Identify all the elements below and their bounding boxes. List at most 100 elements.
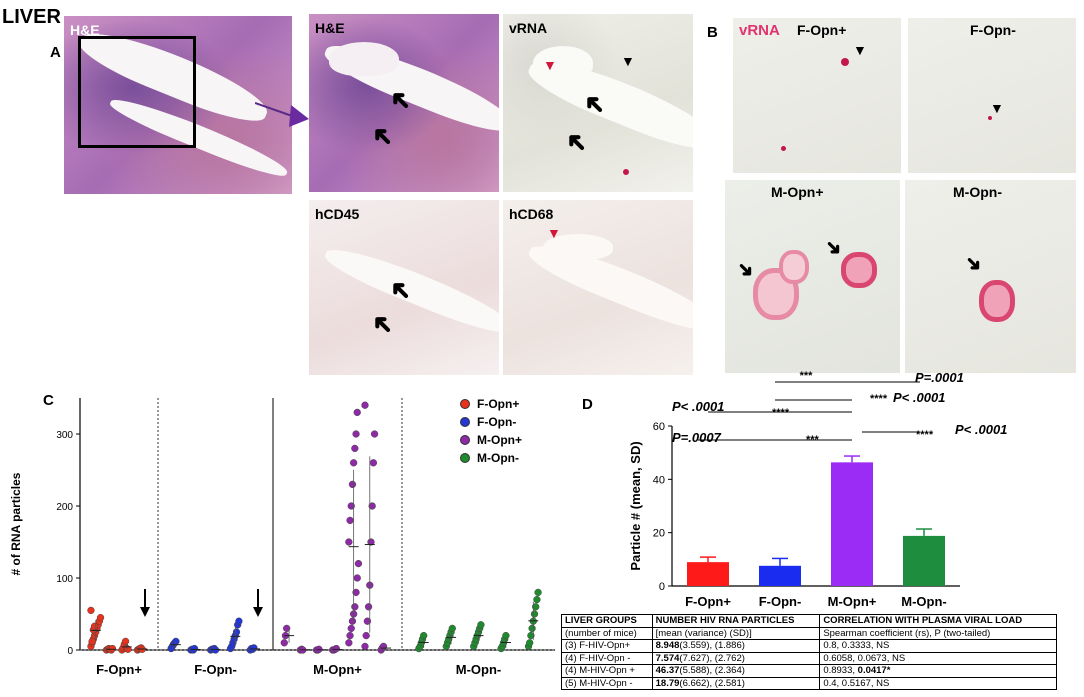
bar (687, 562, 729, 586)
data-point (353, 408, 361, 417)
data-point (346, 516, 354, 525)
x-tick-label: M-Opn- (901, 594, 946, 609)
table-row: (5) M-HIV-Opn - 18.79(6.662), (2.581) 0.… (561, 676, 1057, 690)
y-axis-label: # of RNA particles (9, 472, 23, 575)
data-point (345, 538, 353, 546)
legend-item: F-Opn- (460, 413, 522, 431)
signal-dot (623, 169, 629, 175)
arrow-marker: ➜ (819, 234, 848, 262)
legend-swatch (460, 453, 470, 463)
sig-stars: *** (800, 370, 814, 382)
p-value: P=.0001 (915, 370, 964, 385)
data-point (361, 401, 369, 409)
y-axis-label: Particle # (mean, SD) (628, 441, 643, 570)
stain-label: vRNA (739, 22, 780, 39)
arrowhead-marker: ▼ (990, 100, 1004, 116)
x-tick-label: F-Opn+ (685, 594, 731, 609)
arrow-marker: ➜ (363, 118, 401, 156)
data-point (370, 430, 379, 438)
data-point (448, 624, 456, 633)
data-point (363, 617, 372, 625)
data-point (87, 606, 95, 615)
table-header-row: LIVER GROUPS NUMBER HIV RNA PARTICLES CO… (561, 614, 1057, 628)
panel-letter-c: C (43, 392, 54, 409)
sig-stars: **** (870, 393, 888, 405)
table-cell: 46.37(5.588), (2.364) (651, 664, 821, 678)
tile-label: vRNA (509, 20, 548, 36)
table-cell: (4) F-HIV-Opn - (561, 651, 653, 665)
group-label: M-Opn+ (771, 184, 824, 200)
table-row: (4) M-HIV-Opn + 46.37(5.588), (2.364) 0.… (561, 664, 1057, 678)
data-point (349, 459, 358, 467)
table-subheader-row: (number of mice) [mean (variance) (SD)] … (561, 626, 1057, 640)
y-tick-label: 200 (56, 502, 73, 513)
arrowhead-marker: ▼ (543, 57, 557, 73)
table-cell: 7.574(7.627), (2.762) (651, 651, 821, 665)
data-point (90, 622, 99, 630)
data-point (369, 459, 378, 467)
table-subheader: [mean (variance) (SD)] (651, 626, 821, 640)
legend-label: M-Opn+ (477, 433, 522, 447)
bar (831, 462, 873, 586)
arrowhead-marker: ▼ (853, 42, 867, 58)
data-point (364, 603, 373, 611)
data-point (332, 644, 340, 653)
data-point (190, 644, 199, 653)
p-value: P< .0001 (955, 422, 1007, 437)
tile-label: hCD45 (315, 206, 360, 222)
data-point (368, 502, 376, 510)
arrowhead-marker: ▼ (621, 53, 635, 69)
group-label: F-Opn- (970, 22, 1016, 38)
data-point (477, 621, 485, 629)
tile-b-m-opn-plus: M-Opn+ ➜ ➜ (725, 180, 900, 373)
legend-item: F-Opn+ (460, 395, 522, 413)
group-label: F-Opn- (194, 662, 237, 677)
data-point (250, 644, 258, 652)
data-point (88, 637, 96, 646)
data-point (534, 588, 542, 597)
data-point (347, 502, 355, 510)
tile-b-f-opn-minus: F-Opn- ▼ (908, 18, 1076, 173)
zoom-box (78, 36, 196, 148)
zoom-pointer (255, 102, 309, 127)
legend-swatch (460, 399, 470, 409)
table-cell: 8.948(3.559), (1.886) (651, 639, 821, 653)
signal-dot (841, 58, 849, 66)
p-value: P< .0001 (893, 390, 945, 405)
p-value: P< .0001 (672, 399, 724, 414)
signal-cluster (979, 280, 1015, 322)
data-point (280, 639, 288, 647)
table-header: NUMBER HIV RNA PARTICLES (651, 614, 821, 628)
y-tick-label: 40 (653, 474, 665, 486)
table-row: (3) F-HIV-Opn+ 8.948(3.559), (1.886) 0.8… (561, 639, 1057, 653)
sig-stars: **** (772, 407, 790, 419)
legend-swatch (460, 435, 470, 445)
panel-letter-b: B (707, 24, 718, 41)
legend-label: M-Opn- (477, 451, 519, 465)
signal-cluster (841, 252, 877, 288)
data-point (232, 628, 241, 636)
legend-label: F-Opn- (477, 415, 517, 429)
table-cell: (4) M-HIV-Opn + (561, 664, 653, 678)
arrow-marker: ➜ (959, 250, 988, 278)
summary-table: LIVER GROUPS NUMBER HIV RNA PARTICLES CO… (561, 614, 1057, 690)
legend-item: M-Opn- (460, 449, 522, 467)
y-tick-label: 300 (56, 430, 73, 441)
table-cell: 0.4, 0.5167, NS (819, 676, 1057, 690)
data-point (354, 559, 363, 568)
arrow-marker: ➜ (363, 306, 401, 344)
table-cell: 0.8933, 0.0417* (819, 664, 1057, 678)
mean-value: 18.79 (655, 677, 680, 689)
overview-micrograph: H&E (64, 16, 292, 194)
tile-hcd68: ▼ hCD68 (503, 200, 693, 375)
data-point (527, 631, 535, 640)
legend-swatch (460, 417, 470, 427)
group-label: M-Opn- (456, 662, 501, 677)
legend: F-Opn+ F-Opn- M-Opn+ M-Opn- (460, 395, 522, 467)
p-value: P=.0007 (672, 430, 722, 445)
group-label: F-Opn+ (96, 662, 142, 677)
tile-b-f-opn-plus: vRNA F-Opn+ ▼ (733, 18, 901, 173)
var-sd: (7.627), (2.762) (679, 652, 745, 664)
data-point (362, 631, 370, 640)
arrow-marker: ➜ (557, 124, 595, 162)
